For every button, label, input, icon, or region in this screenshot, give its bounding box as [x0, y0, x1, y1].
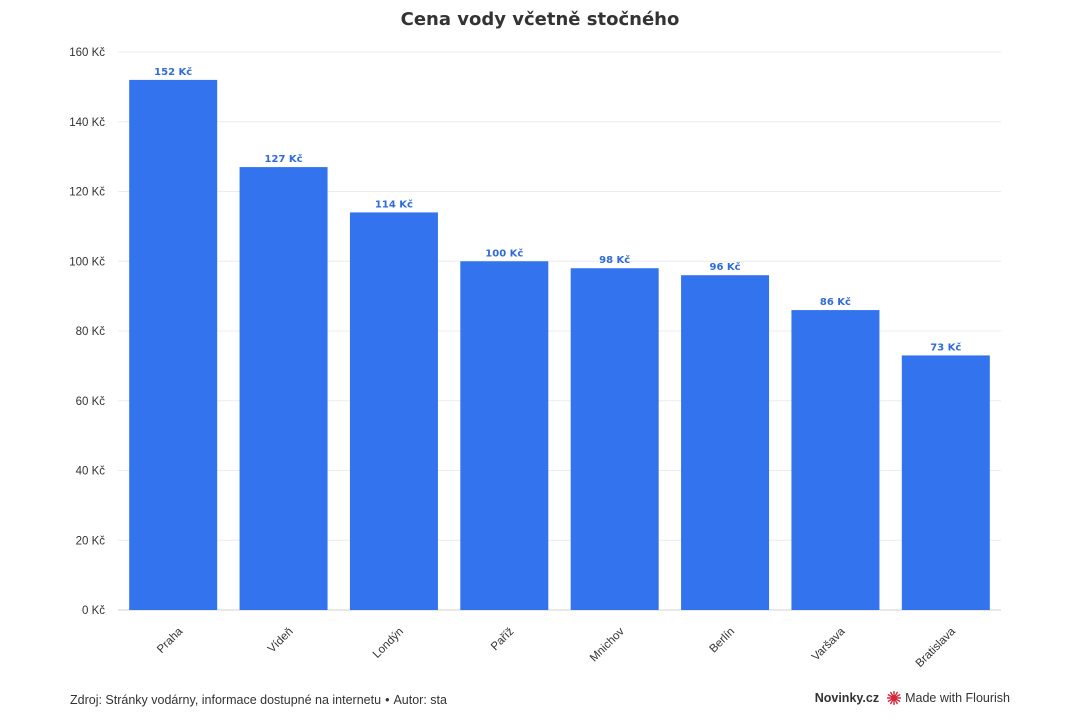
brand-footer[interactable]: Novinky.cz Made with Flourish	[815, 691, 1010, 705]
y-tick-label: 80 Kč	[76, 326, 106, 338]
author-text: Autor: sta	[393, 693, 447, 707]
source-text: Zdroj: Stránky vodárny, informace dostup…	[70, 693, 382, 707]
y-tick-label: 40 Kč	[76, 466, 106, 478]
y-tick-label: 20 Kč	[76, 535, 106, 547]
x-tick-label: Mnichov	[588, 625, 627, 664]
y-tick-label: 100 Kč	[69, 256, 105, 268]
y-tick-label: 140 Kč	[69, 117, 105, 129]
x-tick-label: Paříž	[489, 625, 517, 653]
bar-mnichov[interactable]	[570, 268, 659, 610]
bar-value-label: 114 Kč	[375, 198, 413, 210]
y-tick-label: 160 Kč	[69, 47, 105, 59]
bar-varšava[interactable]	[791, 310, 880, 610]
y-axis-ticks: 0 Kč 20 Kč 40 Kč 60 Kč 80 Kč 100 Kč 120 Kč 140 …	[69, 47, 105, 617]
x-tick-label: Vídeň	[266, 626, 296, 656]
bar-value-label: 86 Kč	[820, 296, 851, 308]
data-labels: 152 Kč 127 Kč 114 Kč 100 Kč 98 Kč 96 Kč 86 Kč 7…	[154, 66, 961, 354]
source-note: Zdroj: Stránky vodárny, informace dostup…	[70, 693, 447, 707]
bar-value-label: 152 Kč	[154, 66, 192, 78]
made-with-flourish-link[interactable]: Made with Flourish	[905, 691, 1010, 705]
bar-value-label: 96 Kč	[710, 261, 741, 273]
publisher-logo[interactable]: Novinky.cz	[814, 691, 880, 705]
bar-chart: 0 Kč 20 Kč 40 Kč 60 Kč 80 Kč 100 Kč 120 Kč 140 …	[69, 47, 1001, 670]
x-tick-label: Berlín	[707, 626, 737, 656]
bar-value-label: 98 Kč	[599, 254, 630, 266]
bar-bratislava[interactable]	[901, 355, 990, 610]
y-tick-label: 60 Kč	[76, 396, 106, 408]
chart-title: Cena vody včetně stočného	[400, 9, 680, 30]
x-tick-label: Bratislava	[914, 625, 959, 670]
bar-praha[interactable]	[129, 79, 218, 610]
x-tick-label: Varšava	[810, 625, 848, 663]
bar-paříž[interactable]	[460, 261, 549, 610]
bar-value-label: 73 Kč	[930, 341, 961, 353]
bar-value-label: 127 Kč	[265, 153, 303, 165]
flourish-burst-icon	[887, 691, 902, 705]
y-tick-label: 0 Kč	[82, 605, 105, 617]
x-tick-label: Praha	[155, 625, 186, 656]
y-tick-label: 120 Kč	[69, 187, 105, 199]
bar-value-label: 100 Kč	[485, 247, 523, 259]
bars	[129, 79, 990, 611]
x-tick-label: Londýn	[371, 626, 406, 661]
bar-vídeň[interactable]	[239, 167, 328, 610]
bar-londýn[interactable]	[349, 212, 438, 611]
bar-berlín[interactable]	[681, 275, 770, 610]
source-separator: •	[385, 693, 390, 707]
x-axis-labels: Praha Vídeň Londýn Paříž Mnichov Berlín Varšav…	[155, 625, 958, 670]
